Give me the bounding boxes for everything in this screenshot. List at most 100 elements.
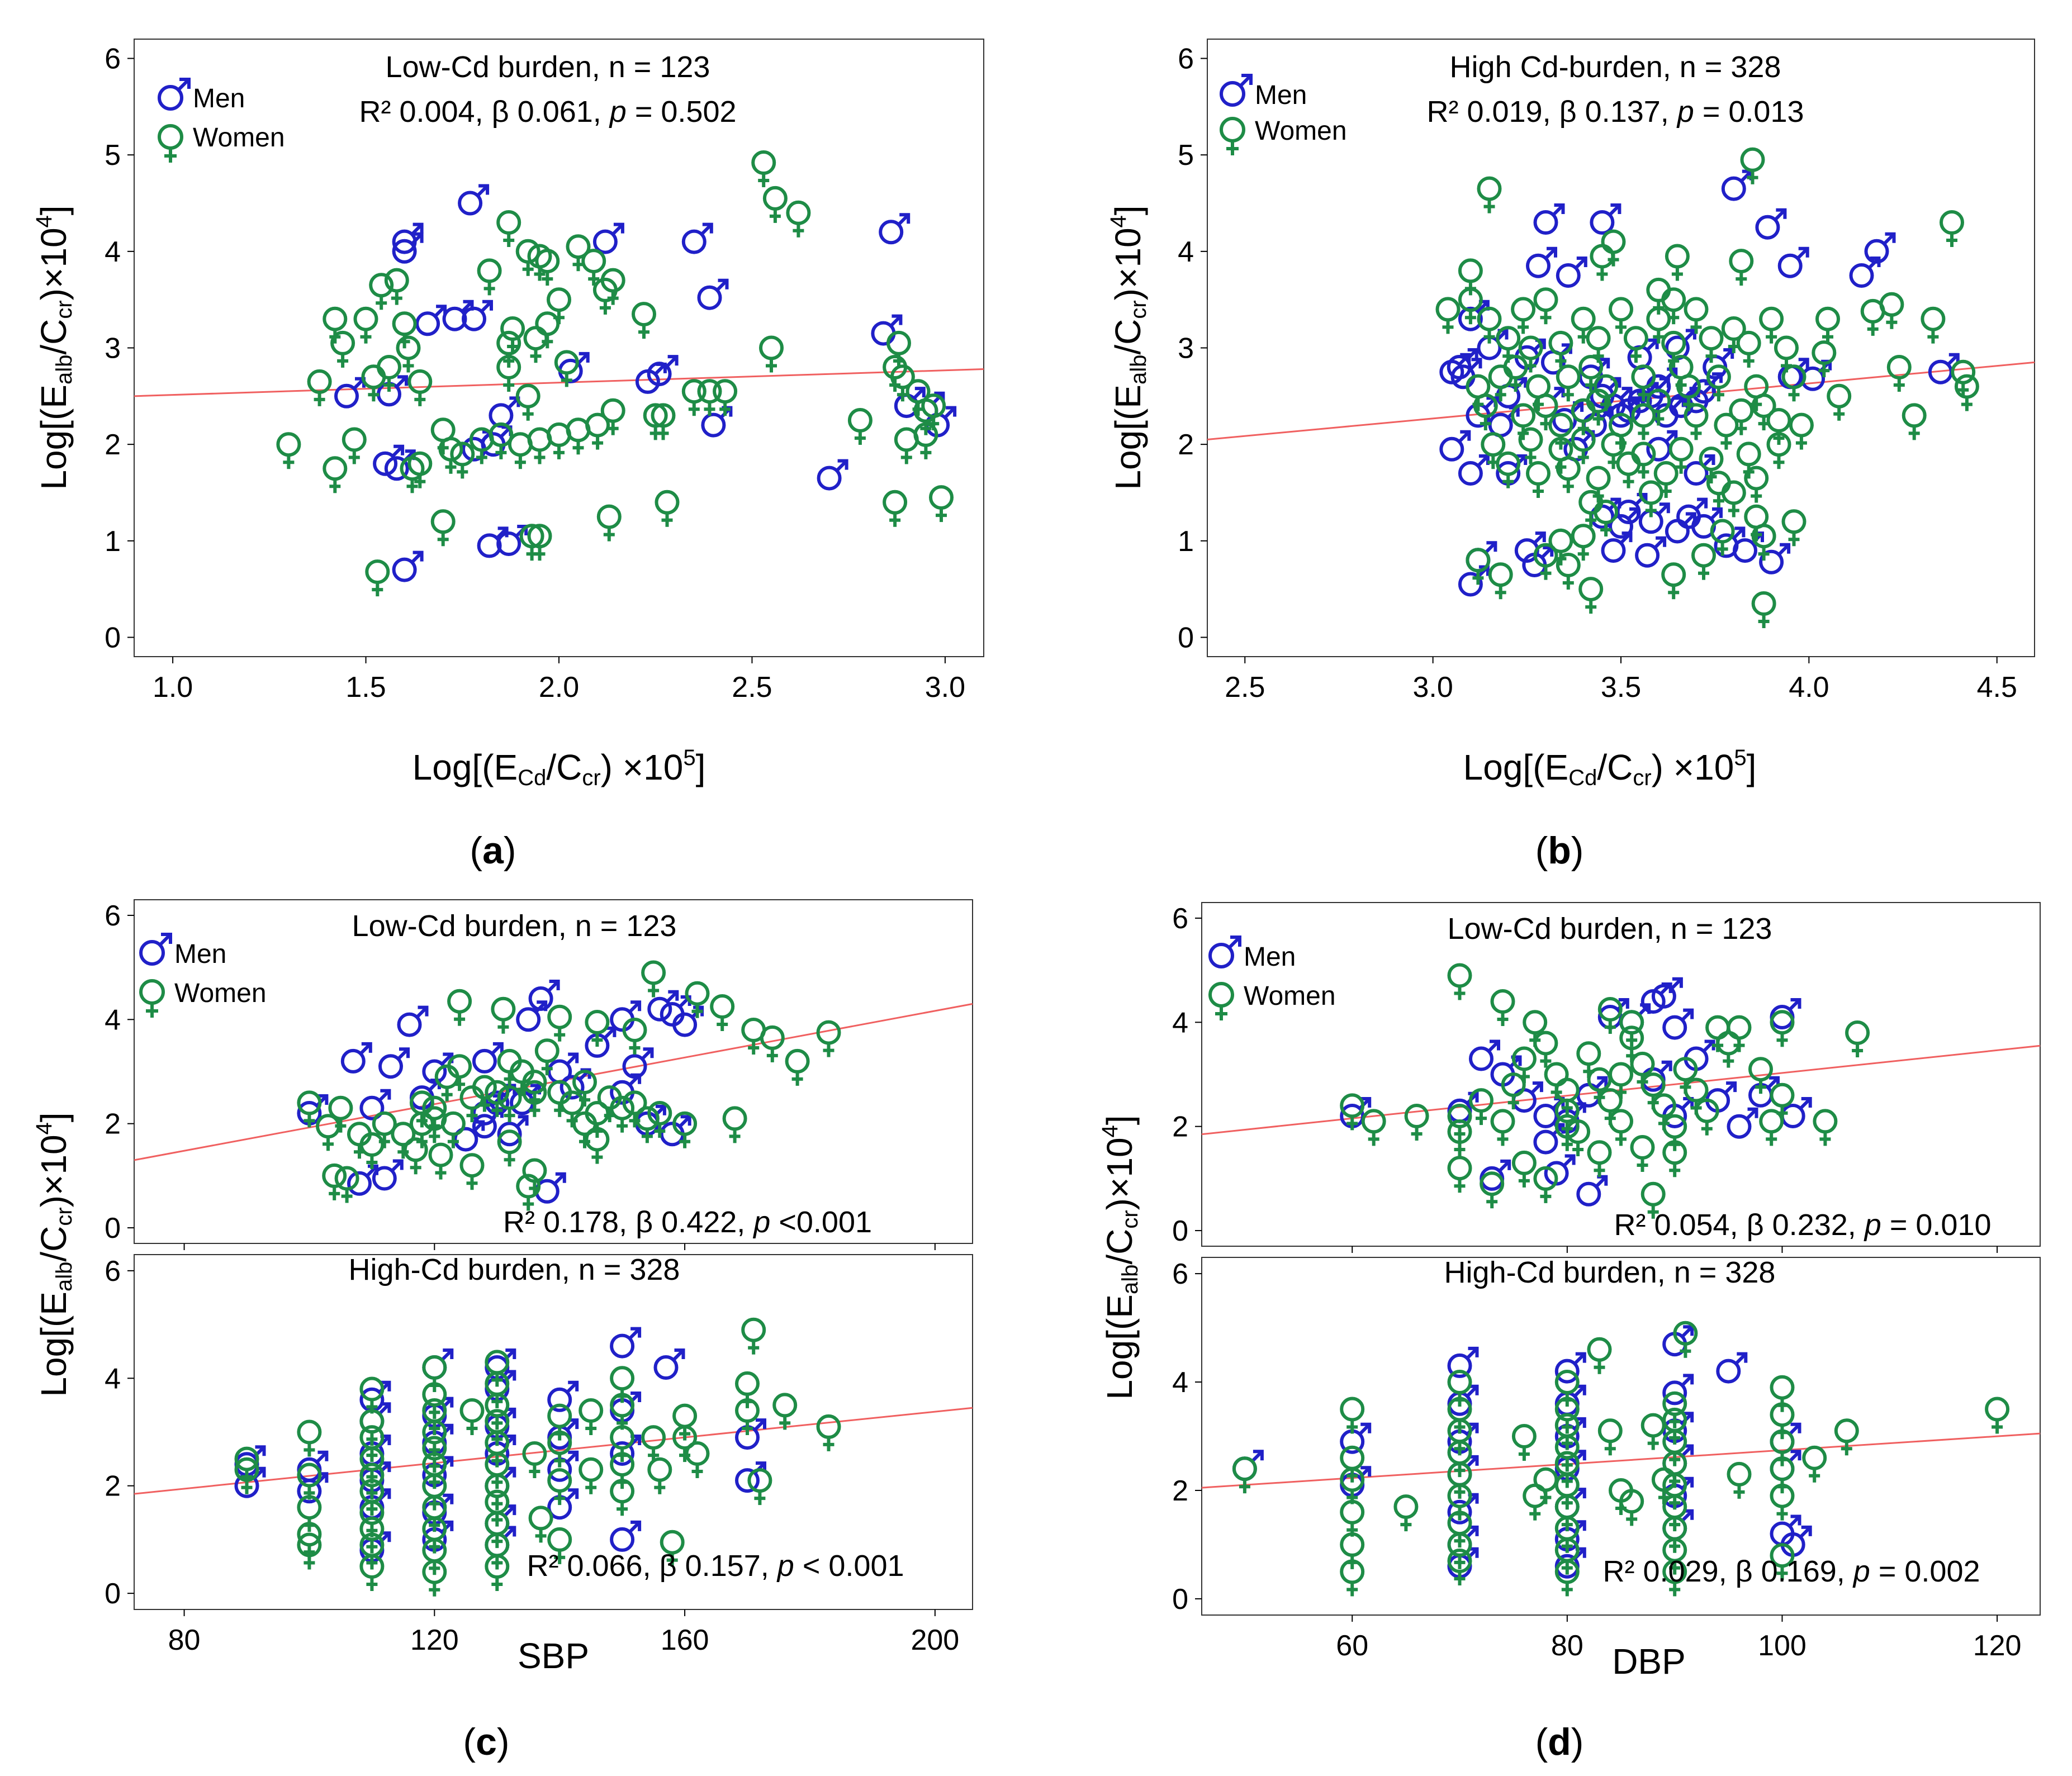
women-point <box>1638 480 1663 517</box>
y-axis-title-b: Log[(Ealb/Ccr)×104] <box>1106 205 1151 490</box>
women-point <box>359 1132 385 1169</box>
women-point <box>334 1166 359 1203</box>
women-point <box>929 485 954 523</box>
women-point <box>1232 1456 1257 1494</box>
women-point <box>1340 1397 1365 1434</box>
women-point <box>440 1111 466 1148</box>
women-point <box>407 451 433 488</box>
women-point <box>610 1393 635 1430</box>
men-point <box>1439 353 1471 384</box>
women-point <box>407 369 433 406</box>
stat-prefix: R² 0.054, β 0.232, <box>1614 1208 1864 1242</box>
y-tick-label: 4 <box>1172 1366 1188 1399</box>
panel-b-title: High Cd-burden, n = 328 <box>1450 50 1781 84</box>
women-point <box>353 306 378 344</box>
women-point <box>527 244 552 281</box>
men-point <box>462 300 493 331</box>
women-point <box>1770 1010 1795 1047</box>
men-point <box>1511 1081 1543 1113</box>
women-point <box>1886 355 1912 392</box>
y-tick-label: 3 <box>105 333 121 365</box>
women-point <box>297 1090 322 1128</box>
women-point <box>913 422 938 459</box>
x-tick-label: 120 <box>410 1624 459 1656</box>
men-point <box>1721 169 1753 201</box>
women-point <box>759 335 784 373</box>
women-point <box>1716 1031 1741 1068</box>
women-point <box>359 1554 385 1591</box>
women-point <box>472 1075 497 1112</box>
women-point <box>1845 1020 1870 1057</box>
women-point <box>1668 436 1694 474</box>
women-point <box>1601 432 1626 469</box>
plot-area-d-top: 0 2 4 6 <box>1172 902 2041 1253</box>
stat-p: p <box>1852 1555 1870 1588</box>
men-point <box>681 222 713 254</box>
women-point <box>528 1506 553 1543</box>
women-point <box>585 412 610 450</box>
women-point <box>422 1559 447 1597</box>
women-point <box>477 258 502 296</box>
men-point <box>1533 1123 1565 1155</box>
y-tick-label: 4 <box>105 1362 121 1395</box>
panel-d: 0 2 4 6 0 2 4 6 60 80 100 120 Low-Cd burden, n = 1… <box>1098 902 2041 1763</box>
plot-frame-d-bottom <box>1201 1257 2041 1616</box>
women-point <box>1511 1150 1537 1188</box>
women-point <box>786 200 811 238</box>
women-point <box>1985 1397 2010 1434</box>
panel-d-bottom-title: High-Cd burden, n = 328 <box>1444 1256 1776 1289</box>
women-point <box>1518 427 1543 464</box>
plot-frame-c-bottom <box>134 1254 973 1610</box>
women-point <box>1480 1171 1505 1209</box>
women-point <box>1556 456 1581 493</box>
women-point <box>365 559 390 597</box>
women-point <box>447 989 472 1026</box>
women-point <box>1447 1549 1472 1585</box>
women-point <box>1548 330 1573 368</box>
men-point <box>1490 1055 1522 1087</box>
women-point <box>579 1398 604 1435</box>
men-point <box>1576 1175 1608 1207</box>
men-point <box>497 1115 529 1147</box>
women-point <box>1556 553 1581 590</box>
men-point <box>528 980 560 1011</box>
women-point <box>396 335 421 373</box>
panel-label-b: (b) <box>1535 829 1584 872</box>
men-point <box>871 314 903 346</box>
stat-prefix: R² 0.066, β 0.157, <box>527 1549 777 1583</box>
women-point <box>1340 1499 1365 1537</box>
women-point <box>485 1554 510 1591</box>
men-point <box>735 1418 766 1450</box>
women-point <box>1447 1397 1472 1434</box>
women-point <box>1646 388 1671 426</box>
women-point <box>1578 490 1604 527</box>
men-point <box>1684 1039 1715 1071</box>
y-tick-label: 4 <box>105 236 121 268</box>
panel-c-top-title: Low-Cd burden, n = 123 <box>352 909 677 943</box>
women-point <box>1526 461 1551 498</box>
women-point <box>641 960 666 998</box>
y-tick-label: 3 <box>1178 333 1194 365</box>
women-point <box>1340 1559 1365 1597</box>
men-point <box>1526 246 1557 278</box>
women-point <box>1860 298 1885 336</box>
women-point <box>547 1004 572 1042</box>
women-point <box>722 1106 747 1143</box>
women-point <box>450 441 475 479</box>
women-point <box>1653 461 1679 498</box>
plot-area-d-bottom: 0 2 4 6 60 80 100 120 <box>1172 1257 2041 1662</box>
women-point <box>1729 398 1754 435</box>
legend-c: Men Women <box>139 933 267 1018</box>
women-point <box>1571 524 1596 561</box>
men-point <box>1601 531 1633 563</box>
women-point <box>1404 1104 1429 1141</box>
women-point <box>547 1468 572 1506</box>
men-point <box>592 222 624 254</box>
legend-women-label: Women <box>1244 981 1336 1011</box>
x-tick-label: 80 <box>168 1624 201 1656</box>
women-point <box>1488 562 1513 600</box>
women-point <box>1447 963 1472 1000</box>
women-point <box>1477 176 1502 213</box>
panel-d-bottom-stats: R² 0.029, β 0.169, p = 0.002 <box>1602 1555 1980 1588</box>
legend-men-label: Men <box>193 84 245 113</box>
